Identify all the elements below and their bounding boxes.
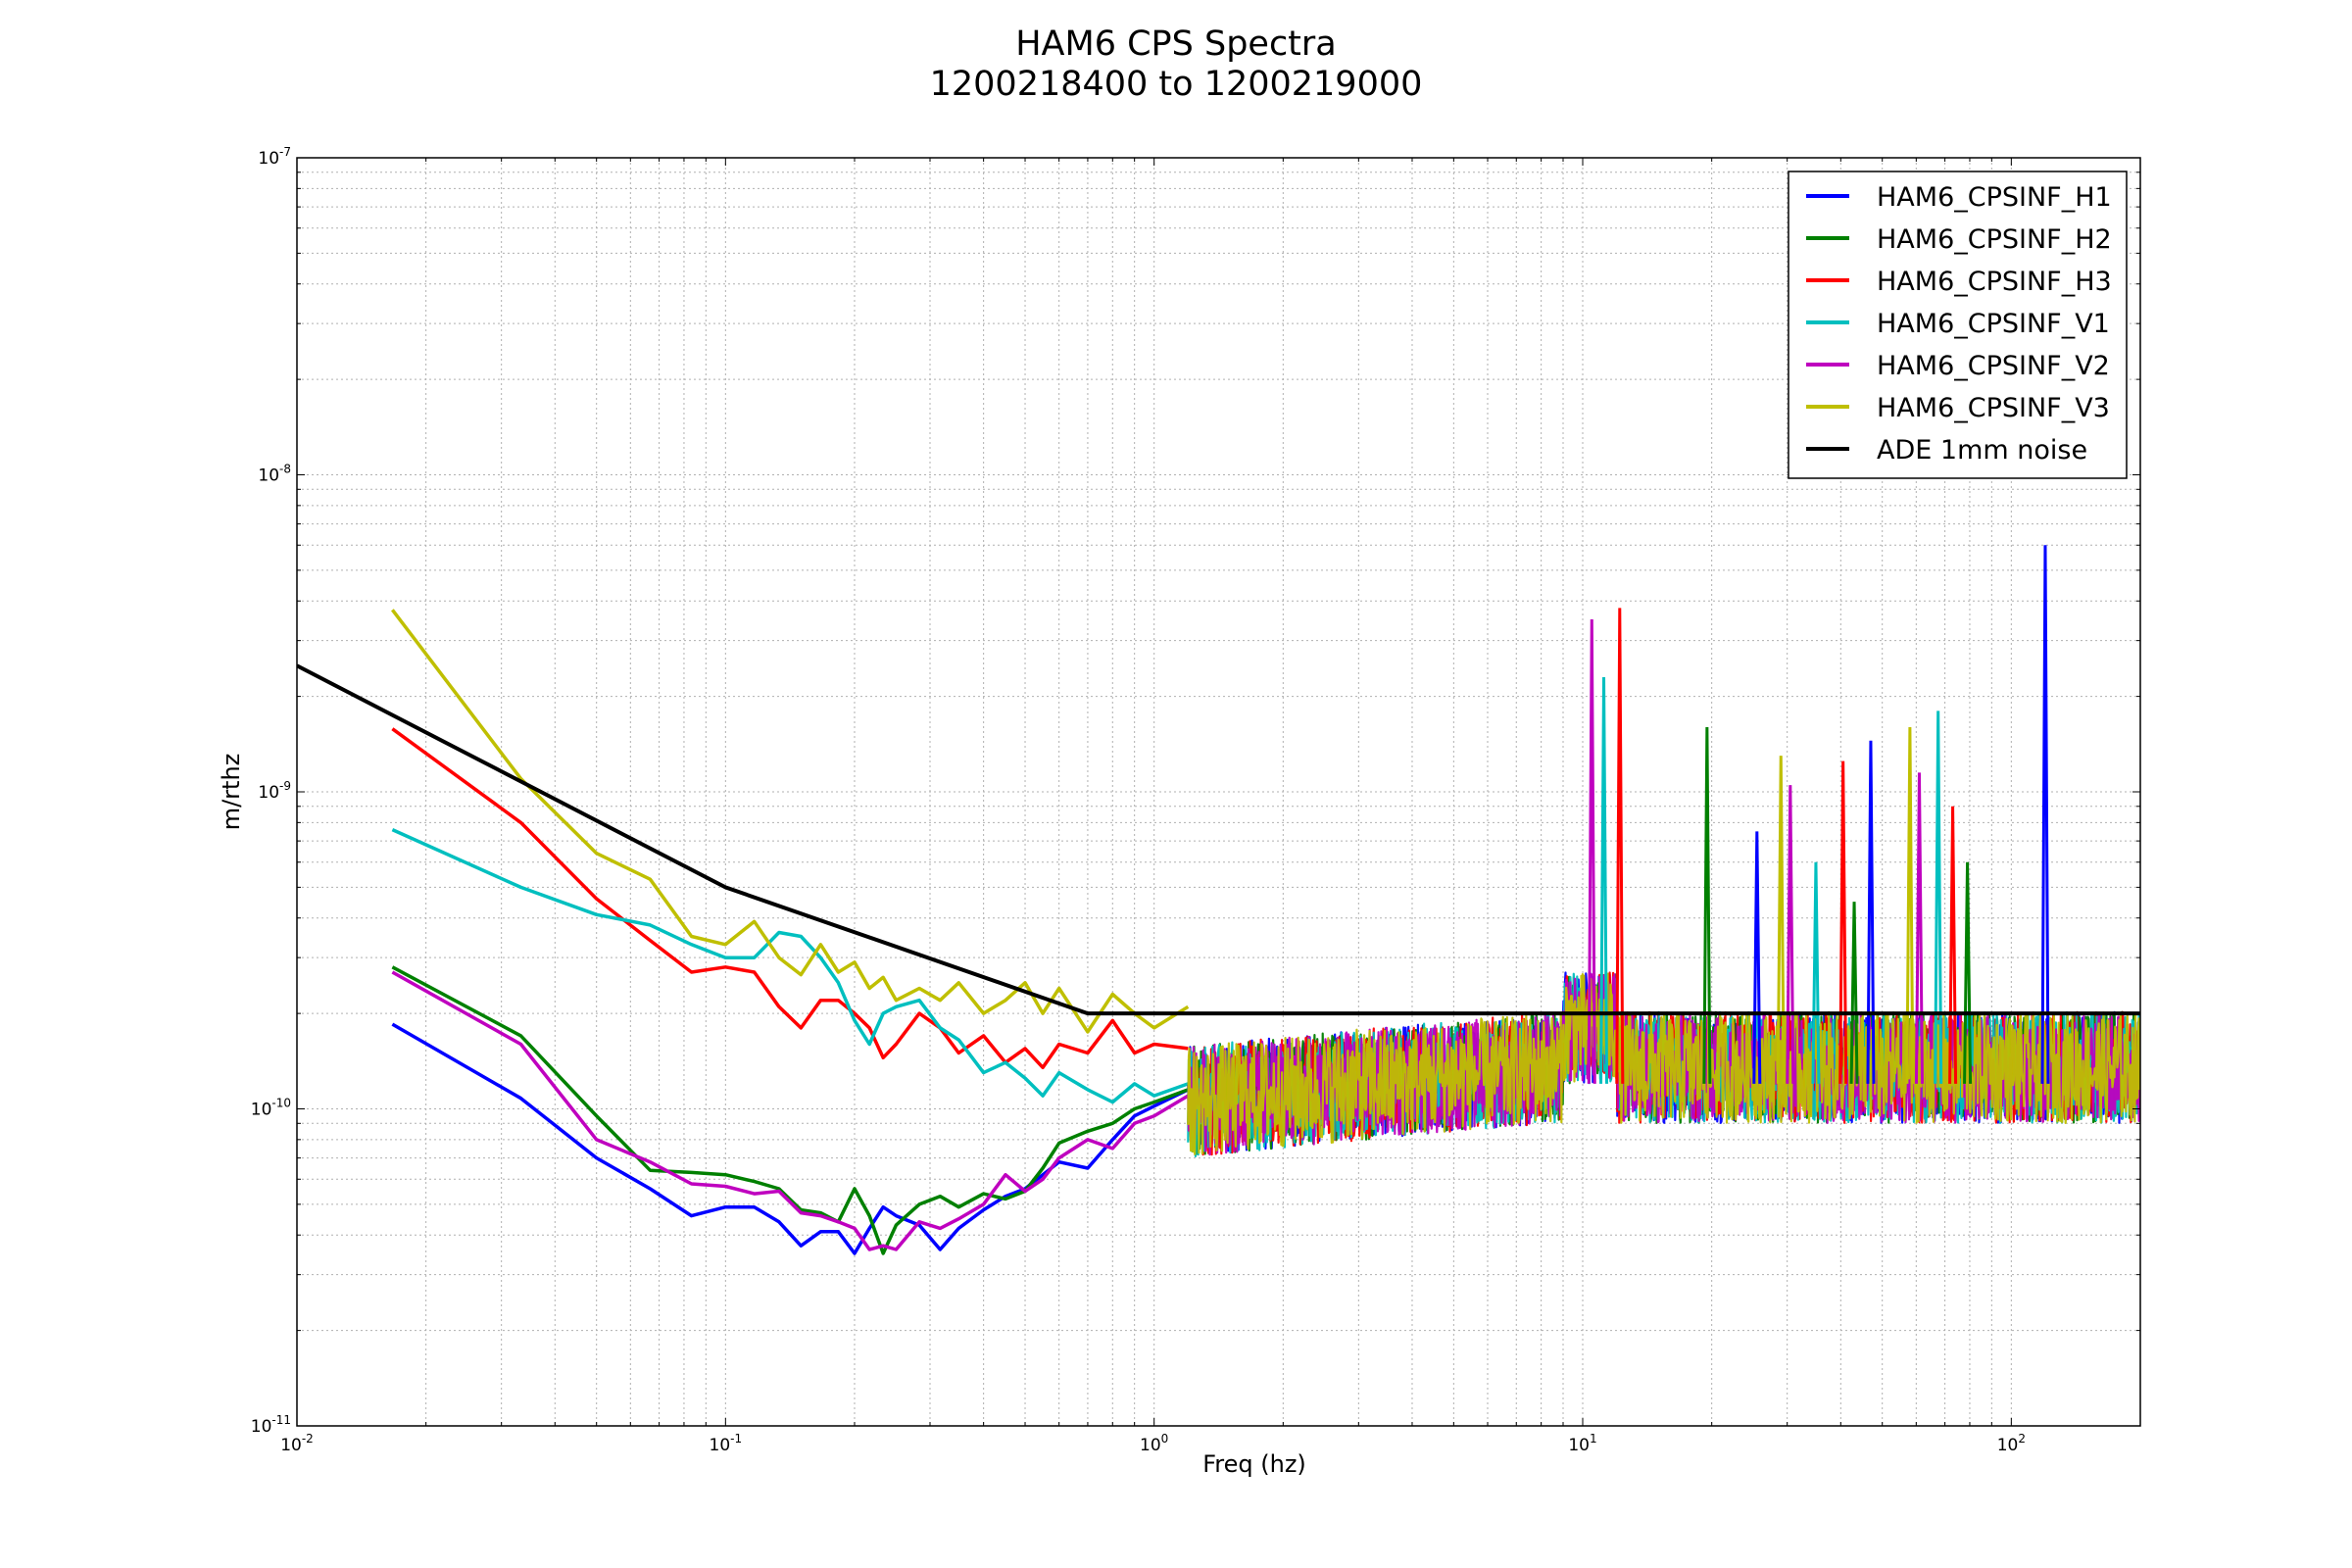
- x-tick-label: 100: [1140, 1432, 1168, 1455]
- spectral-peak: [1849, 902, 1859, 1084]
- chart-subtitle: 1200218400 to 1200219000: [929, 65, 1423, 104]
- spectral-peak: [1948, 806, 1958, 1084]
- legend: HAM6_CPSINF_H1 HAM6_CPSINF_H2 HAM6_CPSINF_…: [1788, 171, 2128, 479]
- spectral-peak: [1786, 785, 1795, 1084]
- noise-band: [1187, 972, 2140, 1155]
- x-tick-label: 10-2: [280, 1432, 314, 1455]
- x-tick-label: 10-1: [710, 1432, 743, 1455]
- series-line-ham6-cpsinf-v3: [391, 609, 1190, 1034]
- x-tick-label: 101: [1568, 1432, 1596, 1455]
- y-tick-label: 10-8: [258, 463, 291, 486]
- legend-label: HAM6_CPSINF_H2: [1877, 224, 2112, 255]
- y-tick-label: 10-11: [251, 1413, 291, 1437]
- series-line-ham6-cpsinf-v1: [391, 828, 1189, 1104]
- legend-label: HAM6_CPSINF_H1: [1877, 182, 2112, 213]
- spectral-peak: [1615, 608, 1625, 1084]
- legend-label: HAM6_CPSINF_H3: [1877, 267, 2112, 297]
- spectral-peak: [1914, 772, 1924, 1084]
- series-line-ham6-cpsinf-h1: [391, 1022, 1190, 1255]
- legend-label: ADE 1mm noise: [1877, 435, 2087, 466]
- spectral-peak: [1934, 710, 1943, 1084]
- spectral-peak: [1776, 756, 1786, 1084]
- ticks: [296, 158, 2141, 1427]
- legend-label: HAM6_CPSINF_V1: [1877, 309, 2110, 339]
- series-line-ham6-cpsinf-h2: [391, 965, 1189, 1255]
- x-tick-label: 102: [1997, 1432, 2026, 1455]
- spectral-peak: [1587, 618, 1596, 1084]
- spectral-peak: [1866, 740, 1876, 1084]
- y-tick-label: 10-9: [258, 779, 291, 803]
- spectral-peak: [1963, 861, 1973, 1084]
- legend-label: HAM6_CPSINF_V2: [1877, 351, 2110, 381]
- legend-label: HAM6_CPSINF_V3: [1877, 393, 2110, 423]
- spectral-peak: [1811, 861, 1821, 1084]
- chart-title: HAM6 CPS Spectra: [1015, 24, 1337, 64]
- series-line-ham6-cpsinf-v2: [391, 970, 1190, 1251]
- spectral-peak: [2040, 545, 2050, 1084]
- legend-box: [1788, 171, 2128, 479]
- noise-band: [1187, 972, 2140, 1156]
- spectral-peak: [1599, 676, 1609, 1084]
- y-tick-label: 10-10: [251, 1097, 291, 1120]
- y-axis-label: m/rthz: [218, 753, 245, 831]
- series-line-ade-1mm-noise: [297, 663, 2140, 1016]
- spectral-peak: [1702, 726, 1712, 1084]
- series-group: [297, 545, 2140, 1255]
- spectral-peak: [1838, 760, 1848, 1084]
- x-axis-label: Freq (hz): [1202, 1450, 1306, 1478]
- spectral-peak: [1905, 726, 1915, 1084]
- spectral-peak: [1752, 831, 1762, 1084]
- y-tick-label: 10-7: [258, 145, 291, 169]
- series-line-ham6-cpsinf-h3: [391, 727, 1189, 1070]
